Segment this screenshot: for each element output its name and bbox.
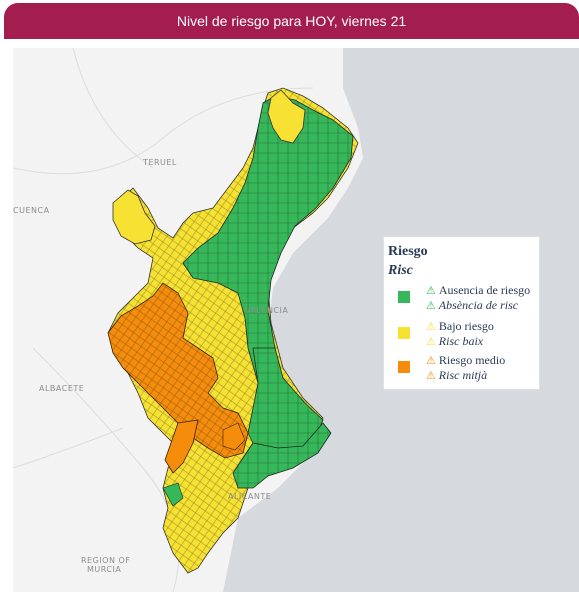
region-orange-south [164, 419, 199, 474]
header-title: Nivel de riesgo para HOY, viernes 21 [4, 3, 579, 39]
legend-swatch-yellow [398, 327, 410, 339]
warning-icon: ⚠ [426, 335, 436, 348]
legend-swatch-green [398, 291, 410, 303]
map-widget: Nivel de riesgo para HOY, viernes 21 [4, 3, 579, 592]
legend-swatch-orange [398, 361, 410, 373]
region-yellow-north [267, 89, 306, 144]
warning-icon: ⚠ [426, 354, 436, 367]
place-label-cuenca: Cuenca [13, 206, 50, 215]
place-label-albacete: ALBACETE [39, 384, 85, 393]
warning-icon: ⚠ [426, 284, 436, 297]
legend-label-va: Absència de risc [438, 298, 519, 312]
legend-title: Riesgo [388, 244, 428, 259]
legend-label-va: Risc mitjà [438, 368, 488, 382]
legend-label-va: Risc baix [438, 334, 484, 348]
legend-subtitle: Risc [388, 263, 413, 278]
place-label-valencia: VALENCIA [245, 306, 289, 315]
legend-item-none[interactable]: ⚠ Ausencia de riesgo ⚠ Absència de risc [398, 283, 538, 317]
region-green-north-borders [183, 96, 353, 383]
warning-icon: ⚠ [426, 299, 436, 312]
warning-icon: ⚠ [426, 320, 436, 333]
place-label-alicante: ALICANTE [228, 492, 272, 501]
legend-label-es: Riesgo medio [438, 353, 506, 367]
place-label-teruel: Teruel [143, 158, 177, 167]
legend-label-es: Ausencia de riesgo [438, 283, 531, 297]
legend-label-es: Bajo riesgo [438, 319, 494, 333]
legend-item-medium[interactable]: ⚠ Riesgo medio ⚠ Risc mitjà [398, 353, 538, 387]
map-legend: Riesgo Risc ⚠ Ausencia de riesgo ⚠ Absènci… [383, 236, 540, 390]
legend-item-low[interactable]: ⚠ Bajo riesgo ⚠ Risc baix [398, 319, 538, 353]
warning-icon: ⚠ [426, 369, 436, 382]
region-yellow-ademuz [112, 189, 156, 245]
place-label-murcia: REGION OF MURCIA [81, 556, 131, 574]
